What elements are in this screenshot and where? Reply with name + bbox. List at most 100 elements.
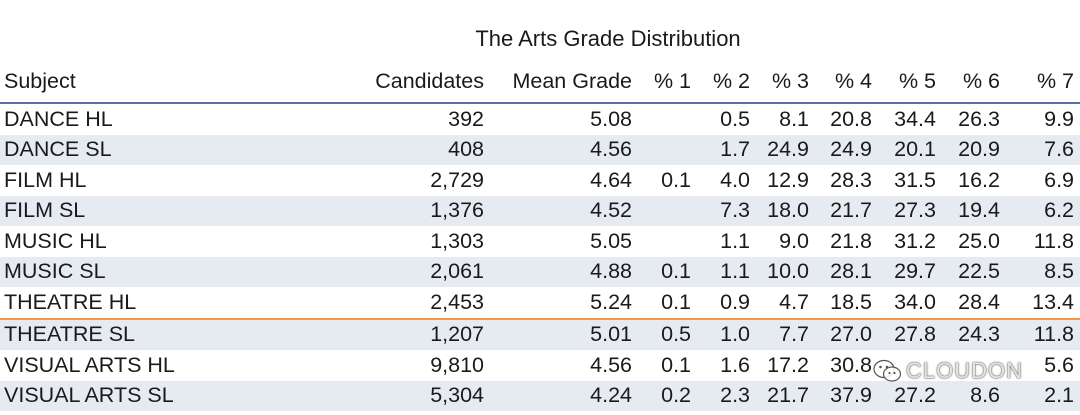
- pct-3-cell: 24.9: [767, 137, 809, 162]
- pct-7-cell: 11.8: [1033, 228, 1074, 253]
- subject-cell: MUSIC SL: [4, 259, 106, 284]
- candidates-cell: 1,207: [430, 322, 484, 347]
- mean-grade-cell: 4.52: [590, 198, 632, 223]
- mean-grade-cell: 5.05: [590, 228, 632, 253]
- pct-5-cell: 27.8: [894, 322, 936, 347]
- pct-5-cell: 34.0: [894, 289, 936, 314]
- pct-7-cell: 8.5: [1044, 259, 1074, 284]
- pct-1-cell: [638, 196, 697, 227]
- pct-2-cell: 1.1: [720, 259, 750, 284]
- pct-7-cell: 11.8: [1033, 322, 1074, 347]
- pct-4-cell: 27.0: [830, 322, 872, 347]
- pct-7-cell: 6.2: [1044, 198, 1074, 223]
- pct-6-cell: 25.0: [958, 228, 1000, 253]
- column-header-pct-2: % 2: [712, 68, 750, 93]
- candidates-cell: 2,061: [430, 259, 484, 284]
- pct-3-cell: 9.0: [779, 228, 809, 253]
- subject-cell: MUSIC HL: [4, 228, 107, 253]
- pct-2-cell: 0.5: [720, 106, 750, 131]
- pct-5-cell: 27.3: [894, 198, 936, 223]
- pct-4-cell: 28.3: [830, 167, 872, 192]
- pct-4-cell: 20.8: [830, 106, 872, 131]
- pct-1-cell: [638, 103, 697, 135]
- pct-7-cell: 5.6: [1044, 352, 1074, 377]
- pct-3-cell: 4.7: [779, 289, 809, 314]
- pct-3-cell: 7.7: [779, 322, 809, 347]
- column-header-pct-4: % 4: [834, 68, 872, 93]
- column-header-pct-1: % 1: [653, 68, 691, 93]
- pct-2-cell: 1.7: [720, 137, 750, 162]
- subject-cell: DANCE HL: [4, 106, 113, 131]
- pct-5-cell: 34.4: [894, 106, 936, 131]
- pct-3-cell: 21.7: [767, 383, 809, 408]
- table-row: DANCE HL 392 5.08 0.5 8.1 20.8 34.4 26.3 9.9: [0, 103, 1080, 135]
- pct-7-cell: 6.9: [1044, 167, 1074, 192]
- column-header-pct-6: % 6: [962, 68, 1000, 93]
- pct-1-cell: 0.1: [661, 259, 691, 284]
- pct-2-cell: 4.0: [720, 167, 750, 192]
- subject-cell: THEATRE HL: [4, 289, 137, 314]
- pct-4-cell: 21.7: [830, 198, 872, 223]
- pct-6-cell: 28.4: [958, 289, 1000, 314]
- pct-3-cell: 18.0: [767, 198, 809, 223]
- subject-cell: THEATRE SL: [4, 322, 136, 347]
- table-row: THEATRE SL 1,207 5.01 0.5 1.0 7.7 27.0 27.8 24.3…: [0, 318, 1080, 350]
- pct-6-cell: 16.2: [958, 167, 1000, 192]
- column-header-subject: Subject: [4, 68, 76, 93]
- column-header-pct-3: % 3: [771, 68, 809, 93]
- table-row: THEATRE HL 2,453 5.24 0.1 0.9 4.7 18.5 34.0 28.4…: [0, 287, 1080, 319]
- candidates-cell: 392: [448, 106, 484, 131]
- pct-3-cell: 12.9: [767, 167, 809, 192]
- pct-6-cell: 19.4: [958, 198, 1000, 223]
- column-header-pct-7: % 7: [1036, 68, 1074, 93]
- candidates-cell: 1,376: [430, 198, 484, 223]
- pct-7-cell: 7.6: [1044, 137, 1074, 162]
- subject-cell: FILM SL: [4, 198, 86, 223]
- subject-cell: FILM HL: [4, 167, 87, 192]
- column-header-candidates: Candidates: [375, 68, 484, 93]
- pct-1-cell: 0.1: [661, 167, 691, 192]
- table-row: MUSIC HL 1,303 5.05 1.1 9.0 21.8 31.2 25.0 11.8: [0, 226, 1080, 257]
- table-row: FILM SL 1,376 4.52 7.3 18.0 21.7 27.3 19.4 6.2: [0, 195, 1080, 227]
- mean-grade-cell: 5.08: [590, 106, 632, 131]
- mean-grade-cell: 4.88: [590, 259, 632, 284]
- pct-1-cell: [638, 135, 697, 166]
- pct-6-cell: 20.9: [958, 137, 1000, 162]
- pct-6-cell: 22.5: [958, 259, 1000, 284]
- pct-1-cell: [638, 226, 697, 257]
- mean-grade-cell: 4.24: [590, 383, 632, 408]
- pct-2-cell: 1.1: [720, 228, 750, 253]
- candidates-cell: 5,304: [430, 383, 484, 408]
- pct-6-cell: 26.3: [958, 106, 1000, 131]
- pct-4-cell: 18.5: [830, 289, 872, 314]
- pct-5-cell: 20.1: [894, 137, 936, 162]
- pct-2-cell: 1.6: [720, 352, 750, 377]
- pct-2-cell: 7.3: [720, 198, 750, 223]
- grade-distribution-table: Subject Candidates Mean Grade % 1 % 2 % …: [0, 60, 1080, 411]
- table-row: DANCE SL 408 4.56 1.7 24.9 24.9 20.1 20.9 7.6: [0, 134, 1080, 166]
- pct-1-cell: 0.1: [661, 352, 691, 377]
- pct-5-cell: 31.2: [894, 228, 936, 253]
- candidates-cell: 2,729: [430, 167, 484, 192]
- pct-3-cell: 10.0: [767, 259, 809, 284]
- pct-1-cell: 0.1: [661, 289, 691, 314]
- pct-4-cell: 37.9: [830, 383, 872, 408]
- pct-7-cell: 9.9: [1044, 106, 1074, 131]
- pct-6-cell: [942, 350, 1006, 381]
- column-header-mean-grade: Mean Grade: [512, 68, 632, 93]
- subject-cell: DANCE SL: [4, 137, 112, 162]
- mean-grade-cell: 5.01: [590, 322, 632, 347]
- pct-5-cell: 31.5: [894, 167, 936, 192]
- candidates-cell: 2,453: [430, 289, 484, 314]
- pct-1-cell: 0.2: [661, 383, 691, 408]
- pct-5-cell: [878, 350, 942, 381]
- pct-5-cell: 27.2: [894, 383, 936, 408]
- pct-4-cell: 28.1: [830, 259, 872, 284]
- pct-5-cell: 29.7: [894, 259, 936, 284]
- pct-2-cell: 2.3: [720, 383, 750, 408]
- table-row: MUSIC SL 2,061 4.88 0.1 1.1 10.0 28.1 29.7 22.5 8…: [0, 256, 1080, 287]
- table-row: VISUAL ARTS HL 9,810 4.56 0.1 1.6 17.2 30.8 5.6: [0, 350, 1080, 381]
- subject-cell: VISUAL ARTS SL: [4, 383, 174, 408]
- pct-4-cell: 30.8: [830, 352, 872, 377]
- pct-6-cell: 24.3: [958, 322, 1000, 347]
